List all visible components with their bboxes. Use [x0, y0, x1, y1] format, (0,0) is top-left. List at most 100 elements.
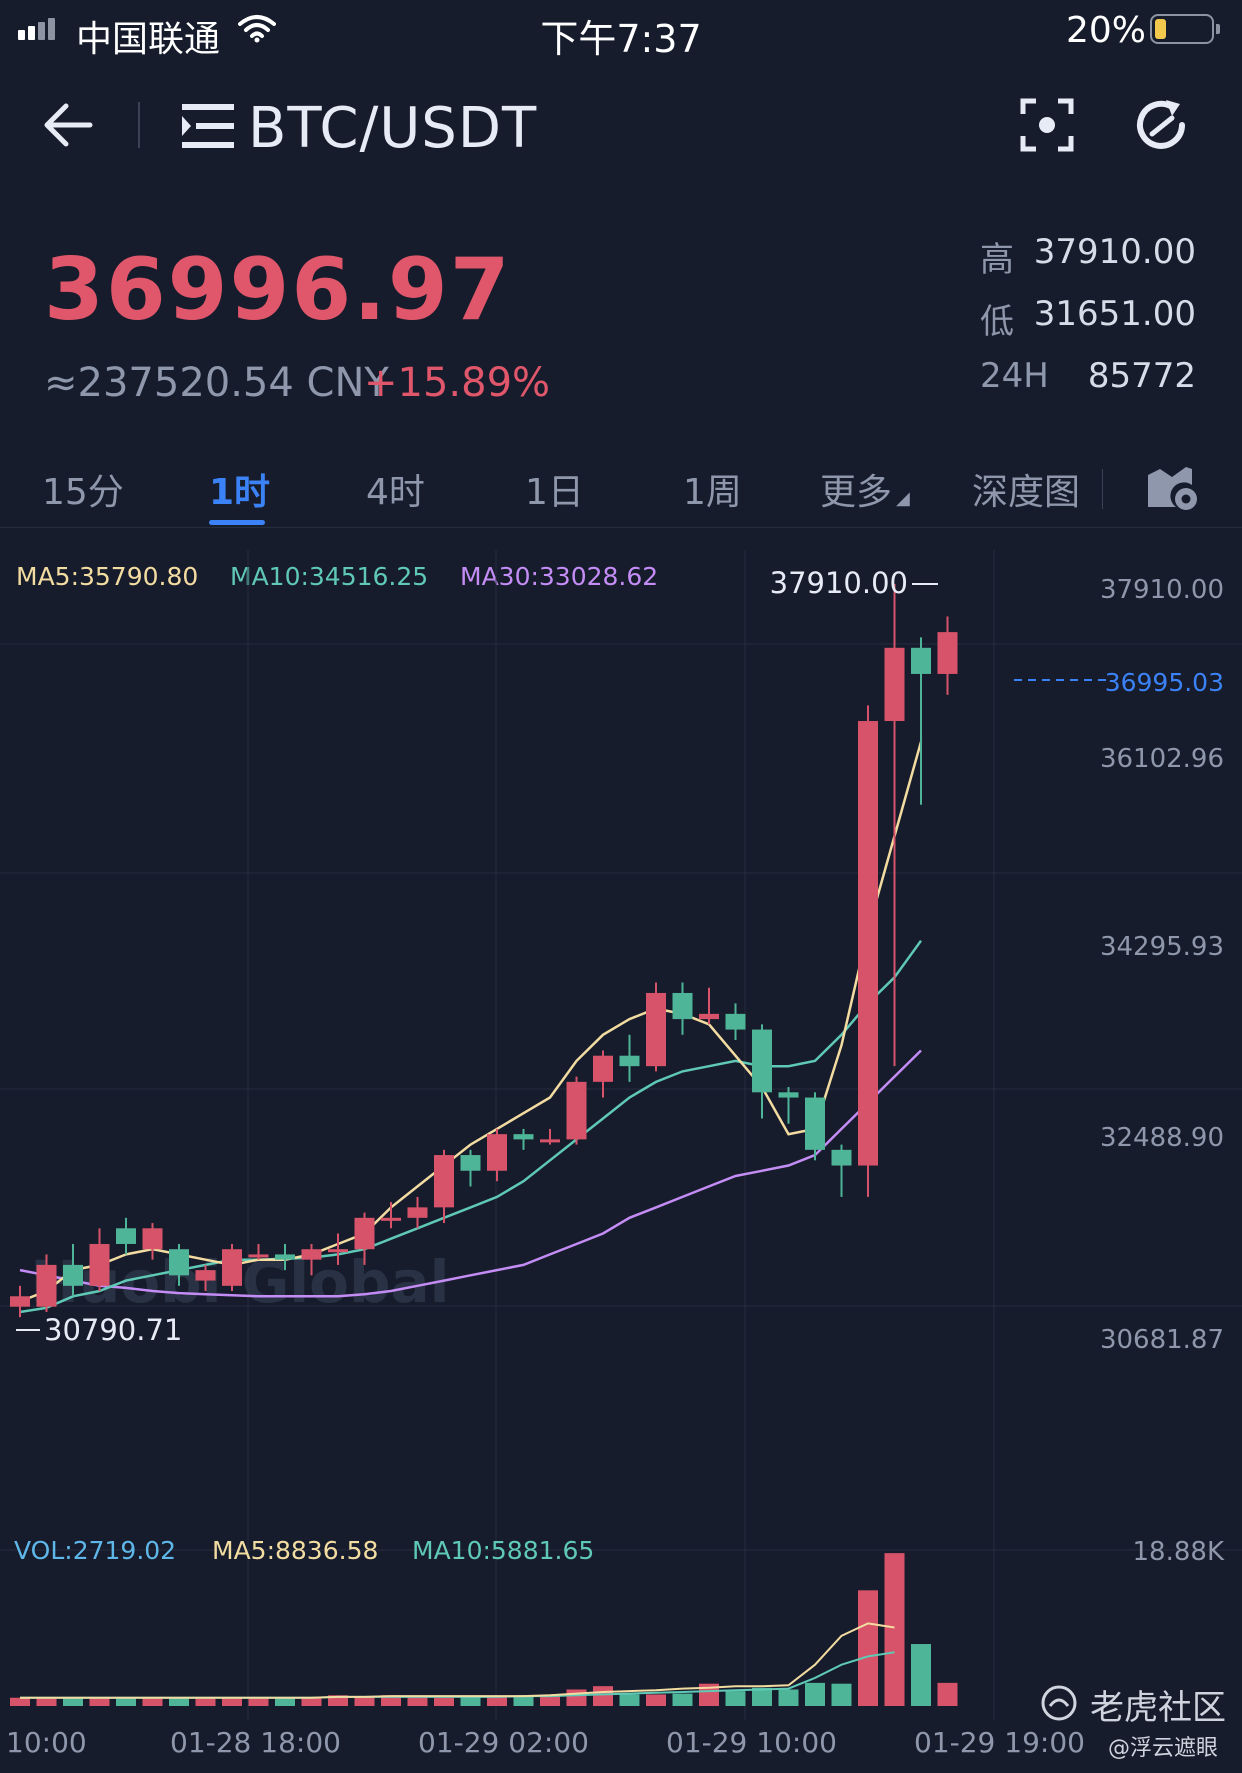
- price-summary: 36996.97 ≈237520.54 CNY +15.89% 高 37910.…: [0, 230, 1242, 420]
- candle-body: [513, 1134, 534, 1140]
- chart-settings-icon[interactable]: [1146, 461, 1200, 513]
- ma5-line: [19, 741, 923, 1303]
- interval-tabs: 15分 1时 4时 1日 1周 更多 ◢ 深度图: [0, 455, 1242, 528]
- battery-icon: [1150, 14, 1220, 44]
- candle-body: [884, 647, 905, 722]
- low-marker-label: 30790.71: [44, 1313, 182, 1347]
- cellular-signal-icon: [18, 18, 58, 40]
- pair-list-menu-icon[interactable]: [182, 102, 234, 150]
- candle-body: [142, 1228, 163, 1250]
- cny-price: ≈237520.54 CNY: [44, 360, 389, 406]
- volume-bar: [328, 1695, 348, 1706]
- watermark-user: @浮云遮眼: [1108, 1736, 1219, 1761]
- watermark-logo-text: 老虎社区: [1090, 1688, 1226, 1728]
- candle-body: [778, 1092, 799, 1098]
- candle-body: [699, 1013, 719, 1020]
- volume-bar: [169, 1697, 189, 1706]
- volume-bar: [778, 1689, 799, 1706]
- candle-body: [831, 1149, 852, 1166]
- volume-bar: [116, 1697, 136, 1706]
- tab-1w[interactable]: 1周: [683, 472, 742, 513]
- volume-bar: [248, 1697, 269, 1706]
- nav-bar: BTC/USDT: [0, 80, 1242, 170]
- y-tick: 37910.00: [1100, 575, 1224, 605]
- volume-bar: [831, 1683, 852, 1706]
- volume-bar: [407, 1696, 428, 1706]
- volume-bar: [354, 1696, 375, 1706]
- volume-bar: [937, 1682, 958, 1706]
- ma5-value: MA5:35790.80: [16, 562, 199, 591]
- candle-body: [10, 1296, 30, 1307]
- stat-label: 低: [980, 302, 1014, 342]
- volume-max-tick: 18.88K: [1133, 1537, 1225, 1567]
- tab-depth-chart[interactable]: 深度图: [972, 472, 1081, 513]
- tab-4h[interactable]: 4时: [366, 472, 425, 513]
- dropdown-triangle-icon: ◢: [896, 488, 910, 509]
- candle-body: [89, 1243, 110, 1286]
- volume-bar: [513, 1696, 534, 1706]
- stat-value: 85772: [1087, 356, 1196, 396]
- stat-label: 高: [980, 240, 1014, 280]
- chart-grid: [0, 550, 1242, 1720]
- volume-bar: [301, 1697, 322, 1706]
- candle-body: [195, 1270, 216, 1281]
- tiger-community-logo-icon: [1041, 1685, 1077, 1721]
- candle-body: [593, 1055, 613, 1082]
- volume-bar: [195, 1697, 216, 1706]
- battery-percent: 20%: [1066, 10, 1147, 51]
- volume-bar: [222, 1697, 242, 1706]
- tab-divider: [1102, 469, 1103, 509]
- kline-chart[interactable]: Huobi Global 36995.03 37910.00 30790.71 …: [0, 550, 1242, 1724]
- y-tick: 34295.93: [1100, 932, 1224, 962]
- ma30-value: MA30:33028.62: [460, 562, 659, 591]
- candle-body: [275, 1254, 295, 1260]
- stat-value: 31651.00: [1033, 294, 1196, 334]
- nav-divider: [138, 102, 140, 148]
- current-price-tag: [1112, 664, 1224, 698]
- vol_ma5-line: [20, 1622, 895, 1699]
- candle-body: [805, 1097, 825, 1150]
- active-tab-indicator: [209, 520, 265, 525]
- volume-ma10-value: MA10:5881.65: [412, 1536, 595, 1565]
- candle-body: [301, 1249, 322, 1260]
- volume-bar: [752, 1687, 772, 1706]
- refresh-icon[interactable]: [1132, 96, 1190, 154]
- volume-bar: [566, 1689, 587, 1706]
- x-tick: 01-29 02:00: [418, 1726, 589, 1759]
- x-tick: 01-29 10:00: [666, 1726, 837, 1759]
- candle-body: [752, 1029, 772, 1093]
- x-tick: 01-29 19:00: [914, 1726, 1085, 1759]
- candle-body: [460, 1155, 481, 1171]
- volume-bar: [725, 1691, 746, 1706]
- volume-bar: [275, 1697, 295, 1706]
- status-bar: 中国联通 下午7:37 20%: [0, 0, 1242, 61]
- last-price: 36996.97: [44, 240, 512, 340]
- candle-body: [540, 1139, 560, 1143]
- candle-body: [434, 1155, 454, 1208]
- tab-1d[interactable]: 1日: [525, 472, 584, 513]
- volume-bar: [89, 1697, 110, 1706]
- volume-ma-lines: [20, 1622, 895, 1699]
- pair-title[interactable]: BTC/USDT: [248, 96, 538, 161]
- volume-bars: [10, 1553, 958, 1706]
- tab-more[interactable]: 更多 ◢: [820, 463, 910, 515]
- candle-body: [248, 1254, 269, 1258]
- screenshot-icon[interactable]: [1020, 98, 1074, 152]
- stat-label: 24H: [980, 356, 1049, 396]
- stat-value: 37910.00: [1033, 232, 1196, 272]
- candle-body: [487, 1134, 507, 1171]
- volume-bar: [487, 1696, 507, 1706]
- tab-1h[interactable]: 1时: [209, 472, 271, 513]
- tab-15min[interactable]: 15分: [42, 472, 124, 513]
- candle-body: [381, 1217, 401, 1221]
- volume-bar: [63, 1697, 83, 1706]
- y-tick: 36102.96: [1100, 744, 1224, 774]
- back-arrow-icon[interactable]: [40, 100, 96, 150]
- volume-bar: [619, 1694, 640, 1706]
- volume-bar: [646, 1694, 666, 1706]
- volume-bar: [911, 1644, 931, 1706]
- high-marker-label: 37910.00: [770, 566, 908, 600]
- candle-body: [407, 1207, 428, 1218]
- volume-bar: [699, 1683, 719, 1706]
- volume-bar: [142, 1697, 163, 1706]
